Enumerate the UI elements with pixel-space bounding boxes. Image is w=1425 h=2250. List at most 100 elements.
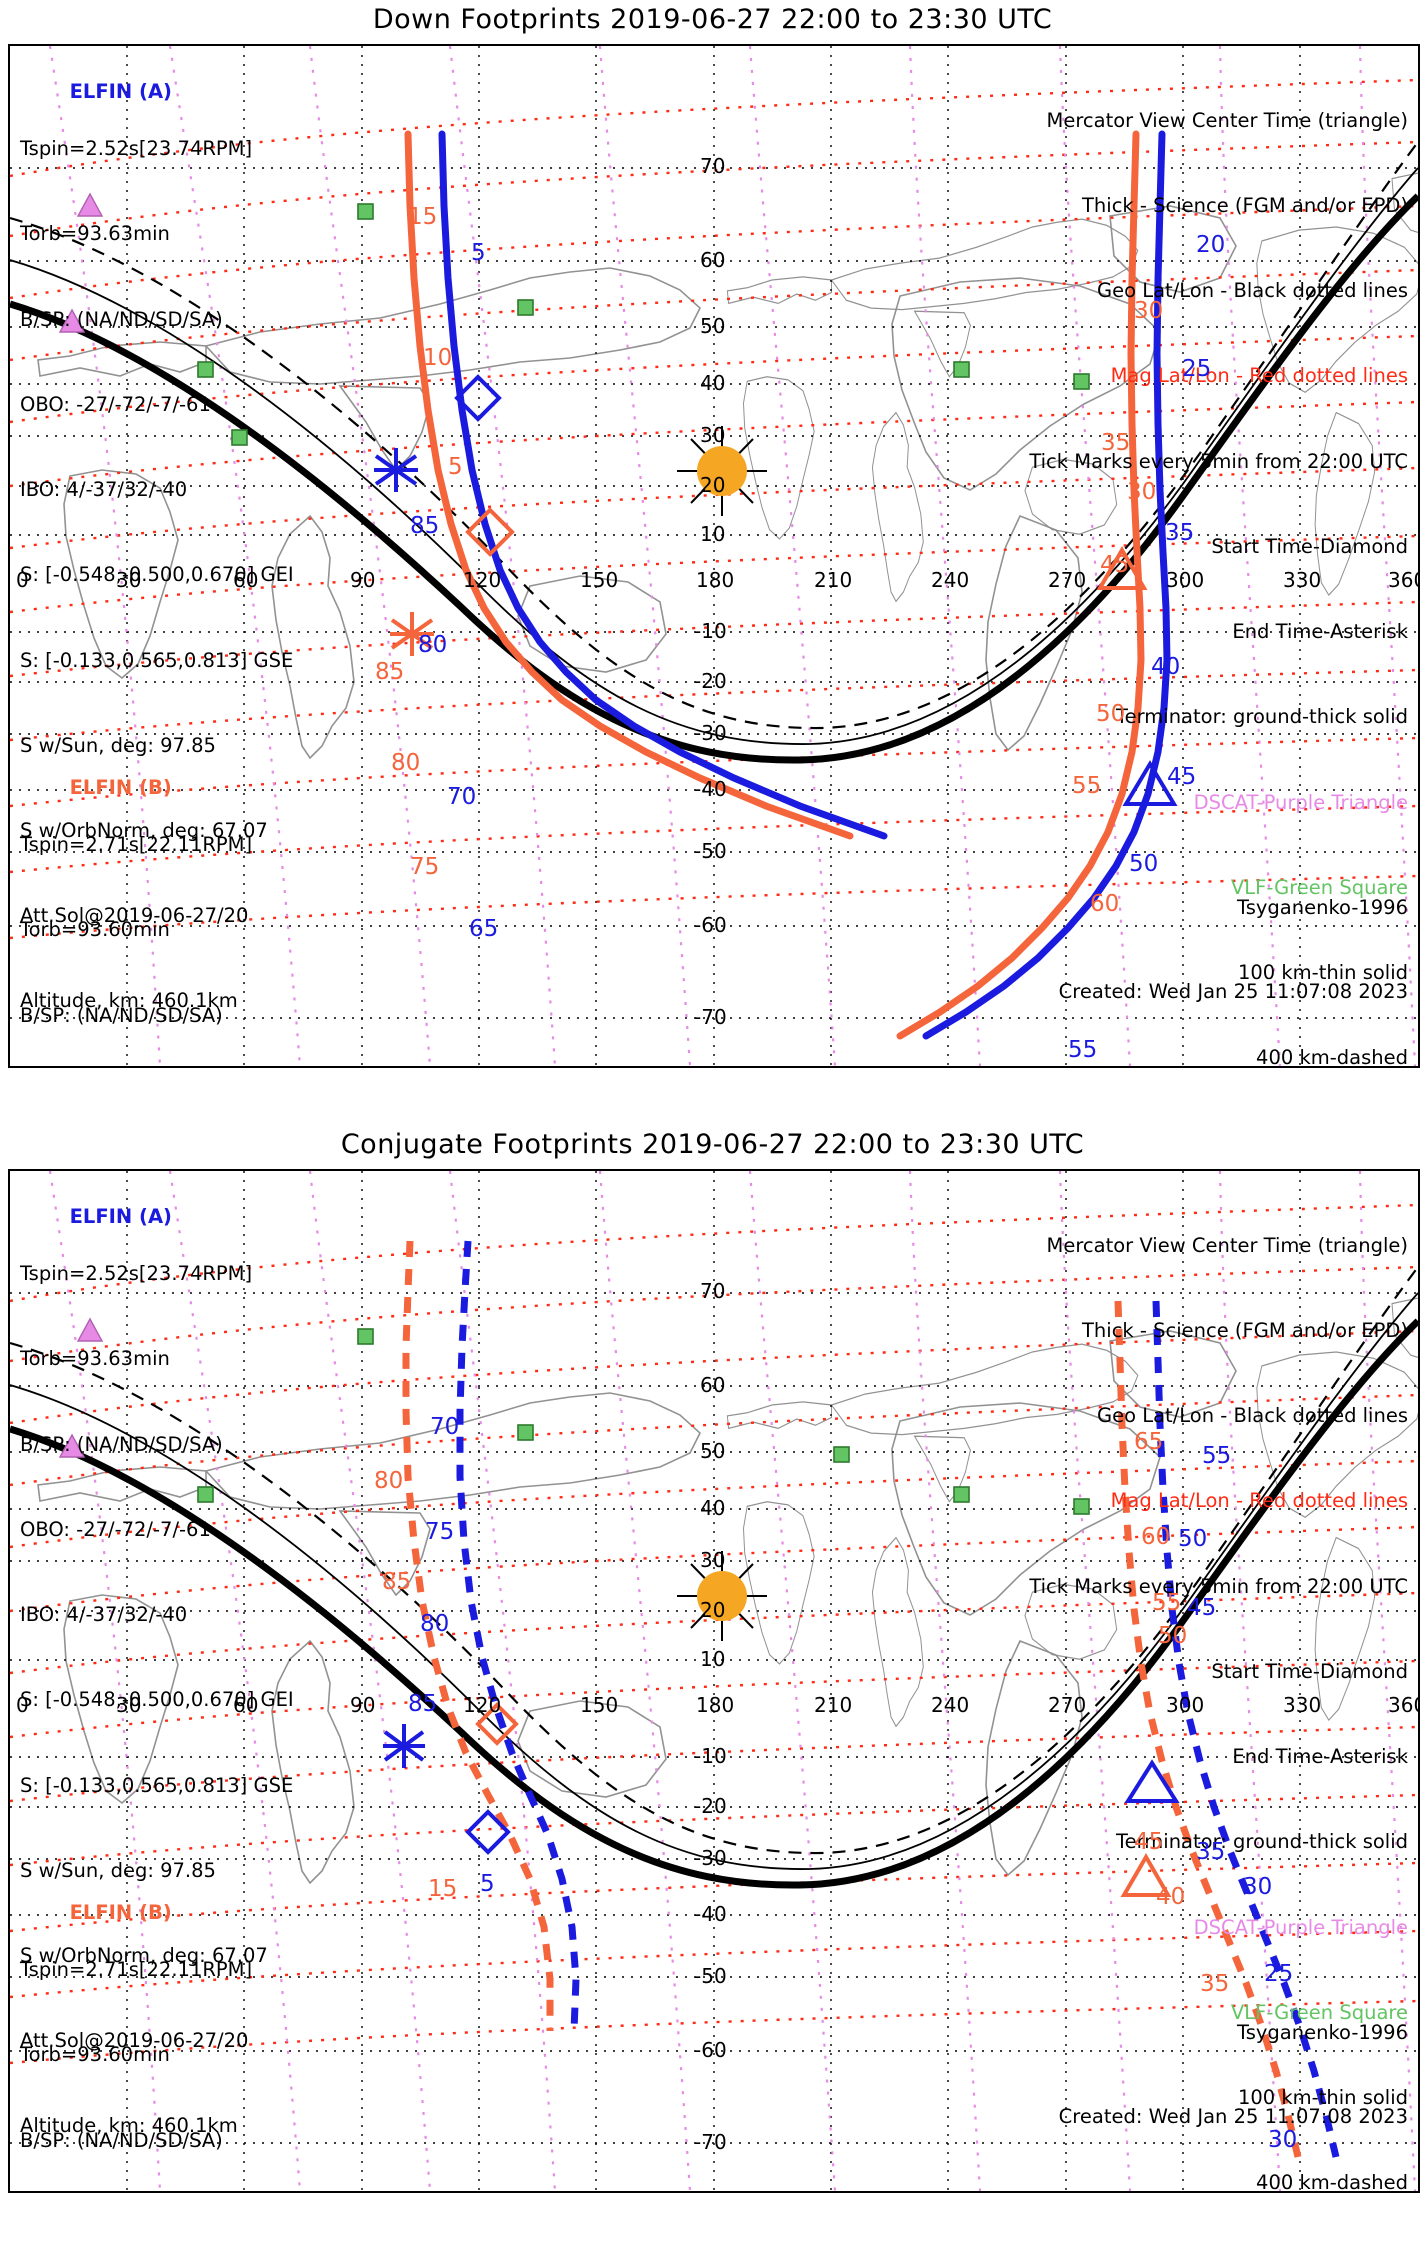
legend-item: Mag Lat/Lon - Red dotted lines <box>1110 1489 1408 1513</box>
ytick-50: 50 <box>700 1439 726 1463</box>
xtick-180: 180 <box>696 568 735 592</box>
ytick-m60: -60 <box>694 2038 727 2062</box>
elfin-b-line: Tspin=2.71s[22.11RPM] <box>20 833 253 857</box>
tick-label-a: 65 <box>469 916 499 942</box>
xtick-300: 300 <box>1166 1693 1205 1717</box>
ytick-10: 10 <box>700 1647 726 1671</box>
elfin-a-line: Altitude, km: 460.1km <box>20 2114 238 2138</box>
tick-label-b: 35 <box>1200 1971 1230 1997</box>
legend-item: VLF-Green Square <box>1230 875 1408 899</box>
elfin-a-line: S w/Sun, deg: 97.85 <box>20 1858 216 1882</box>
xtick-90: 90 <box>350 1693 376 1717</box>
tick-label-a: 5 <box>471 240 486 266</box>
legend-item: Start Time-Diamond <box>1211 1659 1408 1683</box>
ytick-m50: -50 <box>694 839 727 863</box>
elfin-a-line: Torb=93.63min <box>20 1347 170 1371</box>
tick-label-a: 25 <box>1264 1961 1294 1987</box>
panel-conjugate-footprints: Conjugate Footprints 2019-06-27 22:00 to… <box>0 1125 1425 2250</box>
tick-label-a: 5 <box>480 1871 495 1897</box>
elfin-b-line: Torb=93.60min <box>20 2043 170 2067</box>
ytick-m30: -30 <box>694 721 727 745</box>
legend-item: Thick - Science (FGM and/or EPD) <box>1082 194 1408 218</box>
created-timestamp: Created: Wed Jan 25 11:07:08 2023 <box>1058 2105 1408 2128</box>
legend-item: VLF-Green Square <box>1230 2000 1408 2024</box>
xtick-360: 360 <box>1388 1693 1418 1717</box>
elfin-b-info-conjugate: ELFIN (B) Tspin=2.71s[22.11RPM] Torb=93.… <box>20 1871 293 2191</box>
legend-item: Geo Lat/Lon - Black dotted lines <box>1097 1404 1408 1428</box>
xtick-120: 120 <box>463 568 502 592</box>
legend-item: 100 km-thin solid <box>1237 961 1408 984</box>
ytick-70: 70 <box>700 154 726 178</box>
xtick-210: 210 <box>814 568 853 592</box>
ytick-50: 50 <box>700 314 726 338</box>
elfin-a-line: S w/Sun, deg: 97.85 <box>20 733 216 757</box>
panel-title-conjugate: Conjugate Footprints 2019-06-27 22:00 to… <box>340 1129 1085 1160</box>
elfin-a-line: Att.Sol@2019-06-27/20 <box>20 904 249 928</box>
xtick-120: 120 <box>463 1693 502 1717</box>
tick-label-a: 35 <box>1196 1839 1226 1865</box>
ytick-m40: -40 <box>694 777 727 801</box>
legend-item: Terminator: ground-thick solid <box>1116 705 1408 729</box>
tick-label-a: 85 <box>410 513 440 539</box>
legend-conjugate: Mercator View Center Time (triangle) Thi… <box>1029 1175 1408 2193</box>
tick-label-a: 35 <box>1165 520 1195 546</box>
legend-down: Mercator View Center Time (triangle) Thi… <box>1029 50 1408 1068</box>
tick-label-b: 5 <box>448 454 463 480</box>
ytick-m30: -30 <box>694 1846 727 1870</box>
tick-label-a: 80 <box>418 632 448 658</box>
ytick-m10: -10 <box>694 1744 727 1768</box>
legend-item: End Time-Asterisk <box>1232 1745 1408 1769</box>
legend-item: 400 km-dashed <box>1256 2171 1408 2193</box>
elfin-a-line: Altitude, km: 460.1km <box>20 989 238 1013</box>
legend-item: DSCAT-Purple Triangle <box>1193 1915 1408 1939</box>
legend-item: Tick Marks every 5min from 22:00 UTC <box>1029 1574 1408 1598</box>
tick-label-b: 65 <box>1134 1429 1164 1455</box>
ytick-m60: -60 <box>694 913 727 937</box>
elfin-b-line: Tspin=2.71s[22.11RPM] <box>20 1958 253 1982</box>
ytick-60: 60 <box>700 248 726 272</box>
tick-label-a: 45 <box>1187 1595 1217 1621</box>
sun-marker <box>677 426 767 516</box>
legend-item: Tick Marks every 5min from 22:00 UTC <box>1029 449 1408 473</box>
elfin-a-line: S: [-0.133,0.565,0.813] GSE <box>20 648 294 672</box>
elfin-b-line: Torb=93.60min <box>20 918 170 942</box>
elfin-a-line: IBO: 4/-37/32/-40 <box>20 1603 188 1627</box>
ytick-m20: -20 <box>694 669 727 693</box>
elfin-a-line: Tspin=2.52s[23.74RPM] <box>20 137 253 161</box>
xtick-210: 210 <box>814 1693 853 1717</box>
tick-label-b: 30 <box>1127 479 1157 505</box>
elfin-a-line: S: [-0.133,0.565,0.813] GSE <box>20 1773 294 1797</box>
tick-label-a: 30 <box>1268 2127 1298 2153</box>
xtick-30: 30 <box>116 1693 142 1717</box>
ytick-20: 20 <box>700 473 726 497</box>
tick-label-a: 45 <box>1167 764 1197 790</box>
xtick-360: 360 <box>1388 568 1418 592</box>
xtick-180: 180 <box>696 1693 735 1717</box>
tick-label-b: 45 <box>1134 1829 1164 1855</box>
ytick-m20: -20 <box>694 1794 727 1818</box>
elfin-a-line: Tspin=2.52s[23.74RPM] <box>20 1262 253 1286</box>
tick-label-a: 55 <box>1202 1443 1232 1469</box>
tick-label-b: 85 <box>375 659 405 685</box>
tick-label-b: 40 <box>1156 1884 1186 1910</box>
tick-label-b: 55 <box>1152 1590 1182 1616</box>
tick-label-b: 45 <box>1100 552 1130 578</box>
xtick-270: 270 <box>1048 1693 1087 1717</box>
tick-label-a: 40 <box>1151 654 1181 680</box>
tick-label-a: 75 <box>425 1519 455 1545</box>
xtick-30: 30 <box>116 568 142 592</box>
xtick-270: 270 <box>1048 568 1087 592</box>
legend-item: Thick - Science (FGM and/or EPD) <box>1082 1319 1408 1343</box>
ytick-m40: -40 <box>694 1902 727 1926</box>
map-canvas-down <box>10 46 1418 1066</box>
credits-conjugate: Tsyganenko-1996 Created: Wed Jan 25 11:0… <box>1059 1963 1408 2187</box>
elfin-b-header: ELFIN (B) <box>69 1901 172 1925</box>
legend-item: Geo Lat/Lon - Black dotted lines <box>1097 279 1408 303</box>
elfin-b-line: B/SP: (NA/ND/SD/SA) <box>20 1003 223 1027</box>
tick-label-b: 55 <box>1072 773 1102 799</box>
tick-label-a: 85 <box>408 1691 438 1717</box>
legend-item: 400 km-dashed <box>1256 1046 1408 1068</box>
xtick-150: 150 <box>580 568 619 592</box>
legend-item: End Time-Asterisk <box>1232 620 1408 644</box>
tick-label-b: 15 <box>408 204 438 230</box>
